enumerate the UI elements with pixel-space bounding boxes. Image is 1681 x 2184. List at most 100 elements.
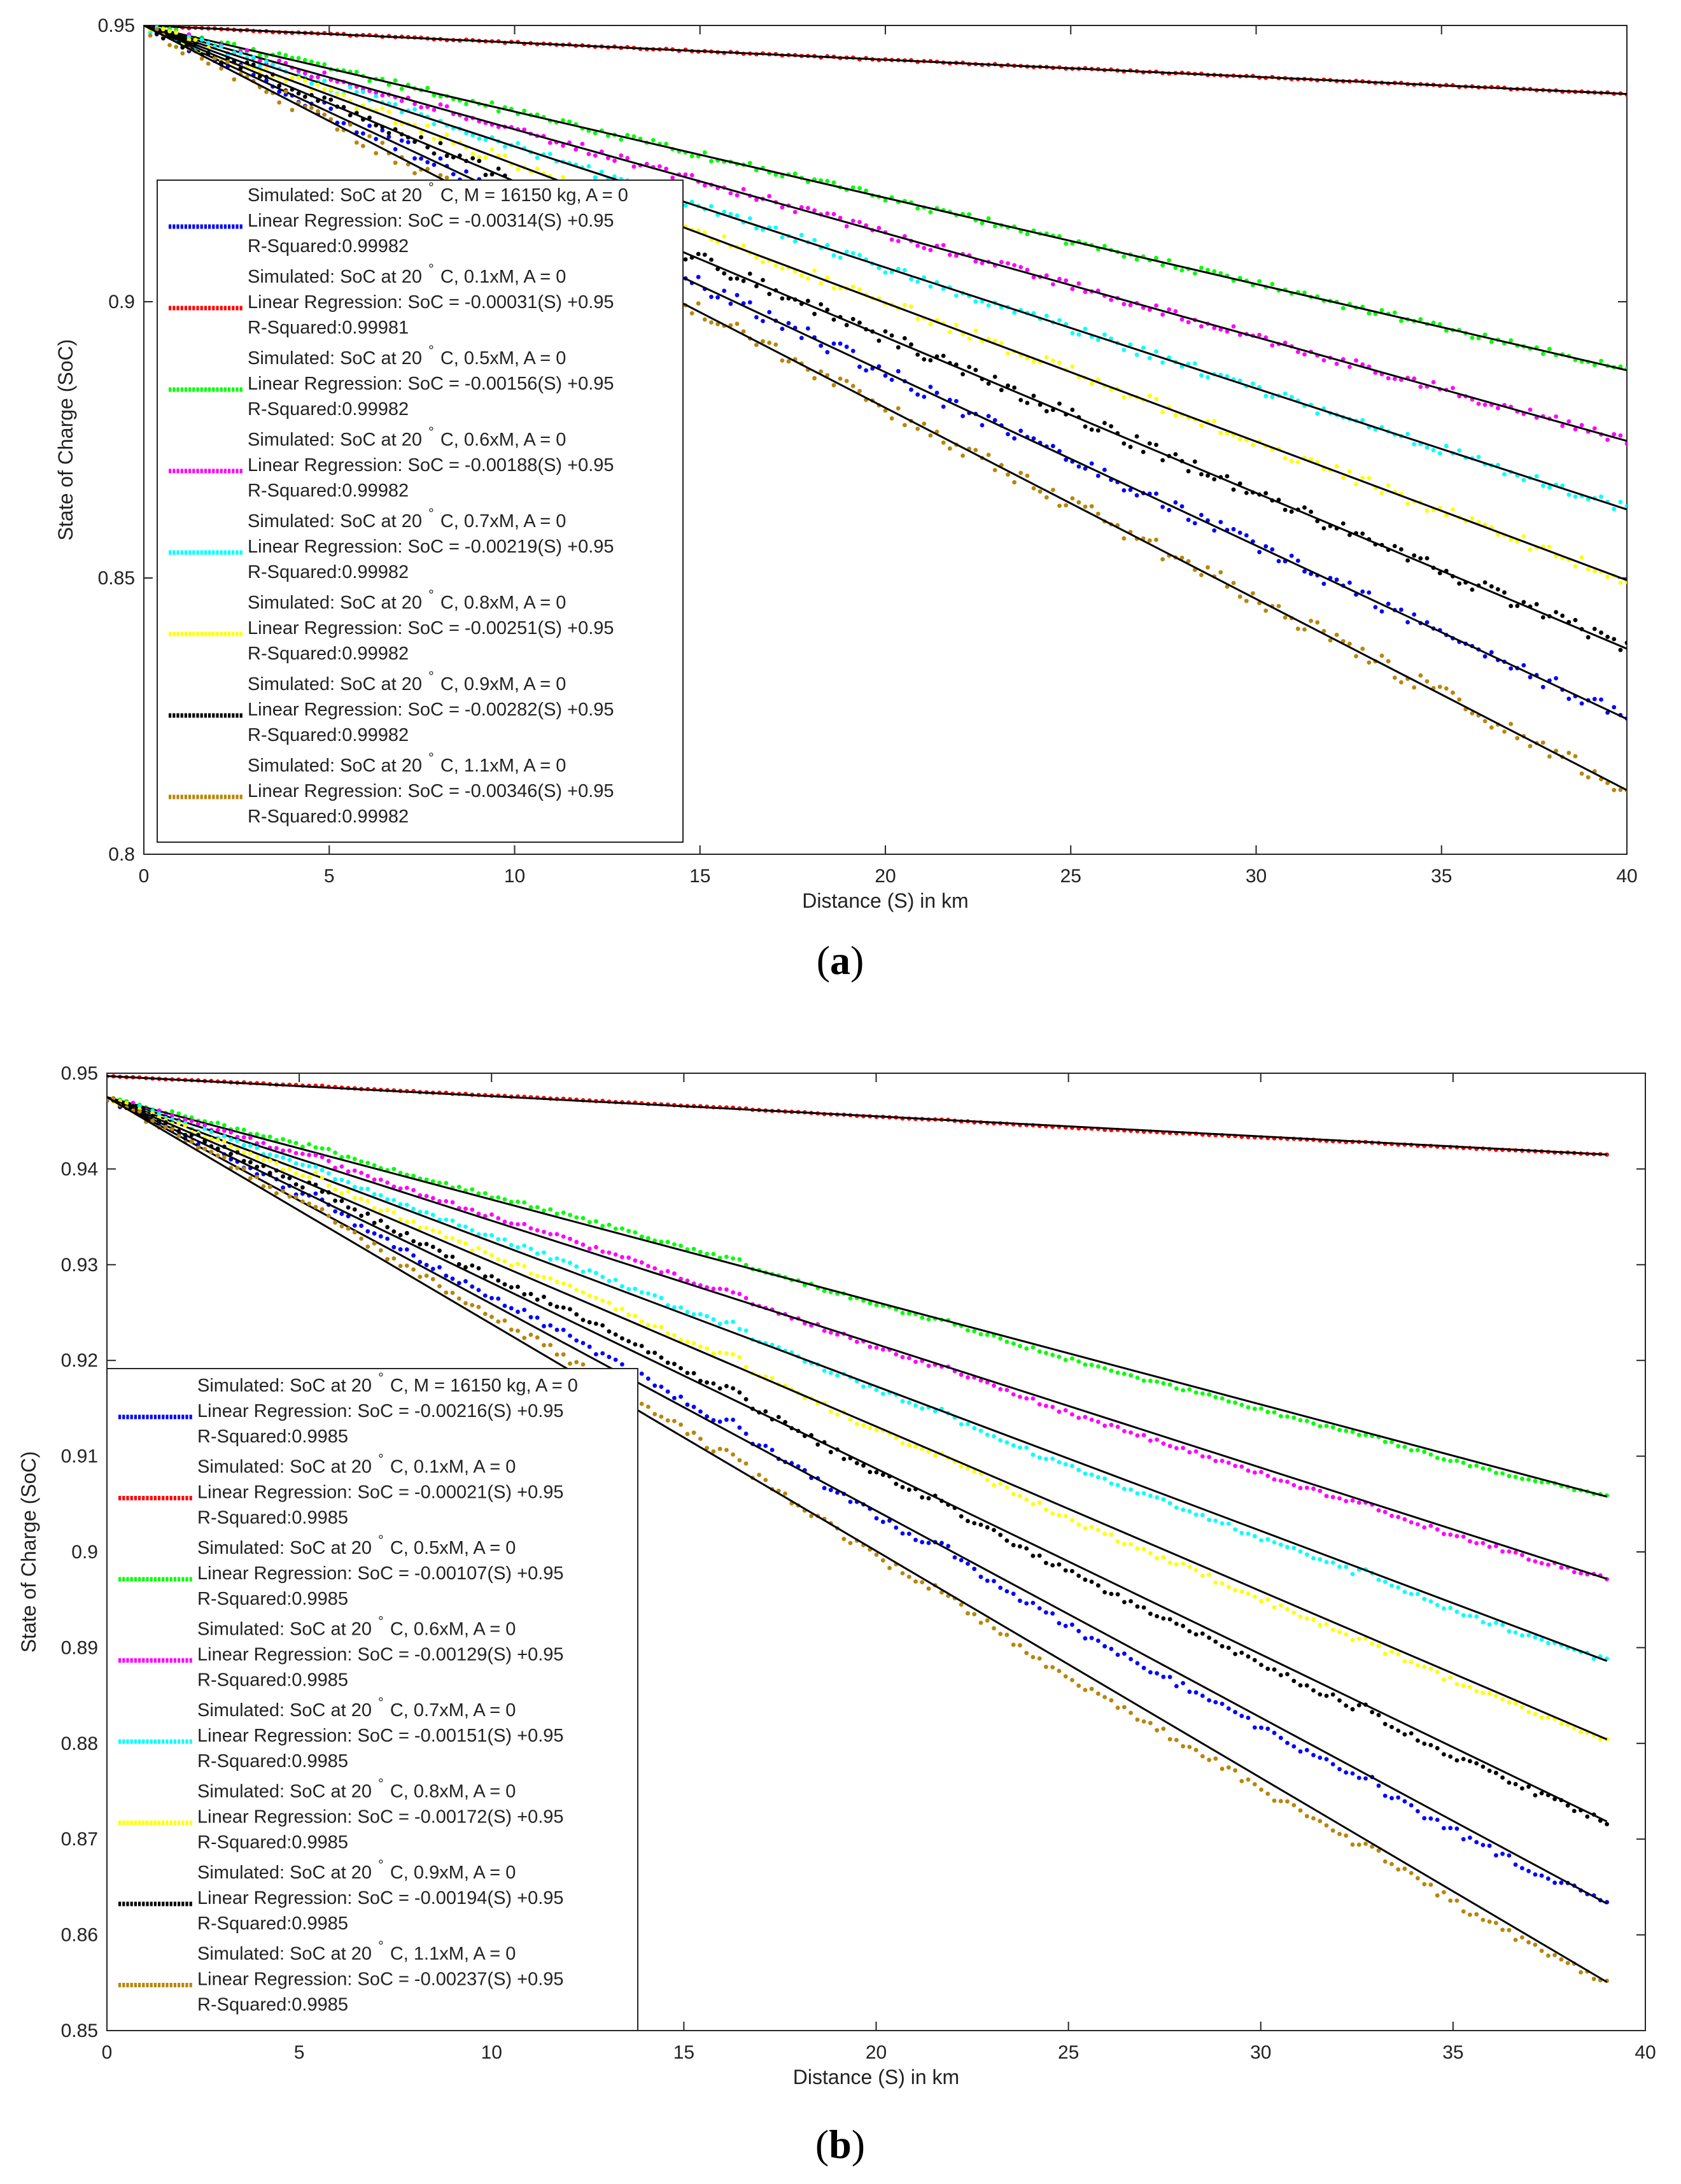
data-point — [625, 156, 630, 160]
data-point — [1031, 393, 1036, 398]
data-point — [430, 1228, 435, 1233]
legend-marker-dot — [122, 1901, 125, 1906]
data-point — [418, 1274, 423, 1279]
data-point — [1599, 358, 1603, 363]
data-point — [633, 1230, 638, 1235]
data-point — [1218, 519, 1223, 525]
data-point — [509, 1285, 514, 1290]
data-point — [225, 60, 230, 64]
legend-r-squared: R-Squared:0.9985 — [197, 1913, 348, 1934]
data-point — [346, 1189, 351, 1194]
legend-marker-dot — [169, 306, 172, 311]
data-point — [502, 1259, 507, 1264]
data-point — [528, 1226, 533, 1230]
data-point — [1161, 1497, 1166, 1502]
data-point — [835, 1332, 840, 1337]
data-point — [620, 1336, 624, 1341]
data-point — [848, 1500, 853, 1504]
data-point — [868, 1300, 873, 1306]
data-point — [432, 122, 437, 127]
data-point — [206, 40, 211, 45]
regression-line — [144, 25, 1627, 720]
data-point — [568, 1283, 572, 1288]
legend-marker-dot — [178, 1739, 181, 1744]
legend-title: Simulated: SoC at 20 ° C, 0.1xM, A = 0 — [248, 261, 566, 287]
data-point — [812, 376, 817, 381]
data-point — [157, 1111, 162, 1117]
data-point — [496, 1278, 501, 1283]
data-point — [365, 1244, 370, 1249]
y-tick-label: 0.85 — [61, 2020, 98, 2041]
x-tick-label: 30 — [1246, 866, 1267, 887]
data-point — [1259, 1599, 1263, 1603]
data-point — [1030, 1345, 1036, 1350]
data-point — [1540, 740, 1545, 745]
data-point — [1109, 1591, 1114, 1596]
legend-title-pre: Simulated: SoC at 20 — [197, 1944, 372, 1964]
data-point — [992, 1626, 996, 1631]
data-point — [568, 1236, 572, 1241]
data-point — [1560, 613, 1565, 618]
data-point — [883, 408, 888, 413]
data-point — [1409, 1591, 1414, 1596]
legend-marker-dot — [126, 1577, 129, 1582]
data-point — [241, 1127, 246, 1132]
data-point — [476, 1288, 481, 1292]
data-point — [915, 243, 920, 248]
data-point — [600, 1249, 605, 1254]
data-point — [398, 1233, 403, 1237]
data-point — [1044, 1456, 1048, 1462]
data-point — [476, 1304, 481, 1309]
data-point — [705, 1414, 709, 1419]
data-point — [365, 1174, 370, 1178]
data-point — [715, 321, 720, 327]
data-point — [754, 255, 759, 260]
legend-marker-dot — [204, 387, 207, 392]
data-point — [1598, 1737, 1603, 1742]
data-point — [683, 172, 688, 177]
legend-title: Simulated: SoC at 20 ° C, 0.1xM, A = 0 — [197, 1451, 516, 1477]
data-point — [1089, 504, 1094, 509]
data-point — [477, 155, 482, 159]
data-point — [535, 1228, 540, 1233]
data-point — [702, 252, 707, 257]
data-point — [489, 1295, 494, 1300]
legend-title-pre: Simulated: SoC at 20 — [248, 756, 422, 776]
data-point — [391, 1210, 397, 1215]
data-point — [528, 1205, 533, 1209]
data-point — [1448, 1532, 1453, 1537]
data-point — [1392, 310, 1397, 315]
legend-marker-dot — [192, 469, 195, 474]
legend-marker-dot — [172, 224, 176, 229]
data-point — [1422, 1596, 1427, 1602]
data-point — [1044, 1665, 1048, 1670]
data-point — [967, 365, 972, 369]
data-point — [183, 1124, 188, 1128]
data-point — [509, 1199, 514, 1204]
data-point — [293, 1171, 299, 1176]
data-point — [806, 326, 810, 331]
legend-marker-dot — [228, 631, 231, 637]
legend-r-squared: R-Squared:0.9985 — [197, 1833, 348, 1853]
data-point — [1193, 1747, 1199, 1752]
legend-title-pre: Simulated: SoC at 20 — [197, 1457, 372, 1477]
data-point — [547, 140, 552, 145]
legend-marker-dot — [176, 713, 179, 718]
data-point — [954, 293, 959, 298]
data-point — [685, 1278, 690, 1283]
data-point — [463, 1241, 468, 1246]
data-point — [652, 1383, 658, 1388]
data-point — [1454, 1898, 1459, 1903]
data-point — [1011, 1542, 1016, 1547]
legend-marker-dot — [122, 1983, 125, 1987]
legend-marker-dot — [150, 1901, 153, 1906]
data-point — [763, 1444, 768, 1448]
data-point — [1083, 1687, 1088, 1693]
data-point — [1539, 1561, 1544, 1566]
legend-title-post: C, 0.1xM, A = 0 — [390, 1457, 516, 1477]
data-point — [998, 1438, 1003, 1443]
data-point — [1382, 1859, 1388, 1864]
legend-marker-dot — [178, 1496, 181, 1500]
legend-regression: Linear Regression: SoC = -0.00129(S) +0.… — [197, 1645, 564, 1665]
data-point — [1520, 1476, 1524, 1481]
